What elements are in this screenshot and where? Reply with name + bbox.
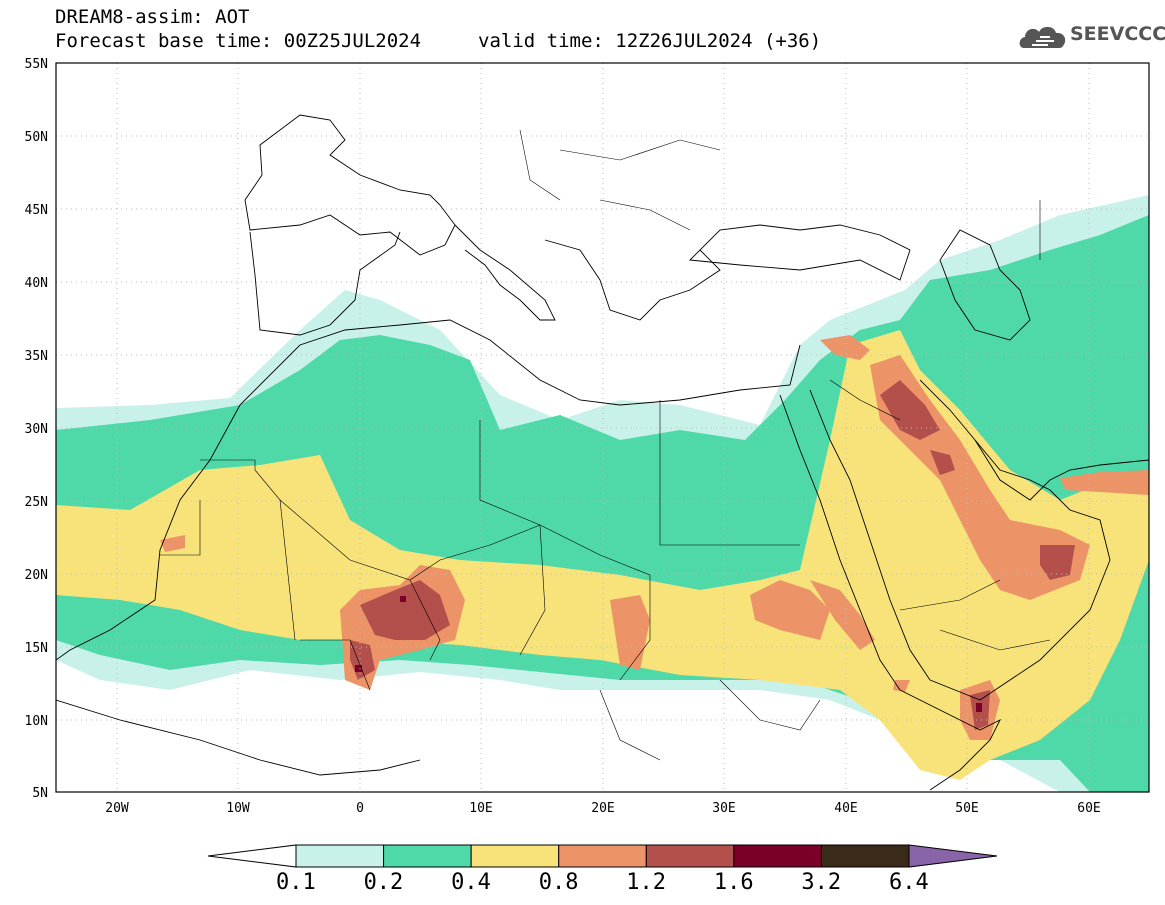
lon-label: 30E bbox=[712, 801, 735, 816]
lat-label: 55N bbox=[25, 57, 48, 72]
lat-label: 20N bbox=[25, 568, 48, 583]
lat-label: 15N bbox=[25, 641, 48, 656]
colorbar-label: 0.8 bbox=[538, 870, 579, 895]
lon-axis: 20W 10W 0 10E 20E 30E 40E 50E 60E bbox=[105, 801, 1100, 816]
lon-label: 10W bbox=[226, 801, 250, 816]
cloud-logo-icon bbox=[1019, 26, 1066, 48]
graticule bbox=[56, 63, 1149, 792]
colorbar-swatch bbox=[470, 844, 560, 868]
country-borders bbox=[160, 129, 1051, 761]
lon-label: 20W bbox=[105, 801, 129, 816]
lat-label: 40N bbox=[25, 276, 48, 291]
lat-label: 30N bbox=[25, 422, 48, 437]
colorbar-label: 0.1 bbox=[276, 870, 316, 895]
forecast-base-time: Forecast base time: 00Z25JUL2024 bbox=[55, 30, 422, 52]
map-frame bbox=[55, 62, 1150, 793]
colorbar-label: 1.2 bbox=[626, 870, 667, 895]
lat-label: 35N bbox=[25, 349, 48, 364]
colorbar-max-triangle bbox=[908, 844, 998, 868]
aot-band-1.6 bbox=[355, 596, 982, 712]
colorbar-label: 0.2 bbox=[363, 870, 404, 895]
lat-label: 45N bbox=[25, 203, 48, 218]
colorbar-swatch bbox=[383, 844, 472, 868]
lat-label: 10N bbox=[25, 714, 48, 729]
map-title: DREAM8-assim: AOT bbox=[55, 6, 250, 28]
colorbar-swatch bbox=[295, 844, 385, 868]
lat-label: 5N bbox=[32, 786, 48, 801]
seevccc-logo: SEEVCCC bbox=[1018, 20, 1165, 56]
lon-label: 20E bbox=[591, 801, 614, 816]
aot-band-1.2 bbox=[350, 380, 1075, 730]
colorbar-min-triangle bbox=[207, 844, 297, 868]
lon-label: 50E bbox=[955, 801, 978, 816]
valid-time: valid time: 12Z26JUL2024 (+36) bbox=[478, 30, 822, 52]
colorbar-label: 3.2 bbox=[801, 870, 842, 895]
colorbar-label: 1.6 bbox=[713, 870, 754, 895]
lat-label: 50N bbox=[25, 130, 48, 145]
colorbar-swatch bbox=[645, 844, 735, 868]
lat-axis: 55N 50N 45N 40N 35N 30N 25N 20N 15N 10N … bbox=[25, 57, 48, 801]
colorbar-swatch bbox=[733, 844, 822, 868]
colorbar-swatch bbox=[558, 844, 647, 868]
colorbar-label: 6.4 bbox=[889, 870, 929, 895]
lat-label: 25N bbox=[25, 495, 48, 510]
lon-label: 40E bbox=[834, 801, 857, 816]
colorbar bbox=[207, 844, 998, 868]
lon-label: 60E bbox=[1077, 801, 1100, 816]
logo-text: SEEVCCC bbox=[1070, 23, 1165, 45]
colorbar-label: 0.4 bbox=[451, 870, 491, 895]
lon-label: 10E bbox=[469, 801, 492, 816]
lon-label: 0 bbox=[356, 801, 364, 816]
colorbar-swatch bbox=[820, 844, 910, 868]
aot-band-0.4 bbox=[56, 330, 1149, 780]
coastlines bbox=[56, 114, 1149, 791]
